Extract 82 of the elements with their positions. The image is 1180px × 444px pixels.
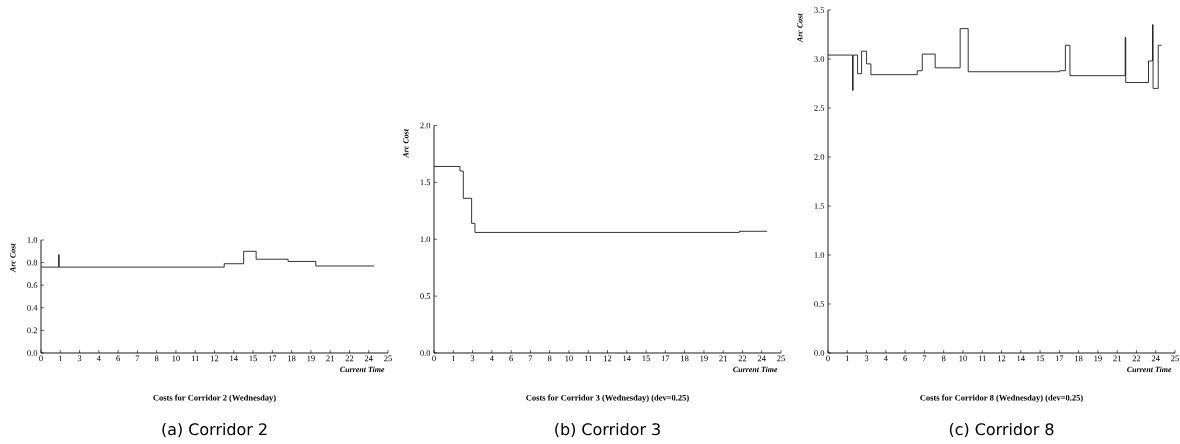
x-tick-label: 0 <box>826 355 830 362</box>
y-tick-label: 0.6 <box>27 282 38 289</box>
x-tick-label: 6 <box>116 355 120 362</box>
x-tick-label: 15 <box>249 355 257 362</box>
x-tick-label: 19 <box>307 355 315 362</box>
x-tick-label: 1 <box>845 355 849 362</box>
x-tick-label: 25 <box>384 355 392 362</box>
x-tick-label: 0 <box>432 355 436 362</box>
y-tick-label: 1.0 <box>814 252 825 258</box>
x-tick-label: 19 <box>1094 355 1102 362</box>
y-tick-label: 2.5 <box>814 105 825 111</box>
x-tick-label: 8 <box>154 355 159 362</box>
y-tick-label: 0.2 <box>27 327 38 334</box>
x-tick-label: 17 <box>268 355 277 362</box>
y-tick-label: 0.4 <box>27 304 38 311</box>
x-tick-label: 3 <box>470 355 475 362</box>
x-tick-label: 18 <box>1075 355 1083 362</box>
x-tick-label: 18 <box>681 355 689 362</box>
x-tick-label: 7 <box>528 355 533 362</box>
x-tick-label: 7 <box>135 355 140 362</box>
x-tick-label: 24 <box>757 355 766 362</box>
x-tick-label: 8 <box>547 355 552 362</box>
x-tick-label: 10 <box>959 355 967 362</box>
x-tick-label: 4 <box>883 355 888 362</box>
text: (a) Corridor 2 <box>162 422 267 438</box>
x-tick-label: 11 <box>584 355 592 362</box>
x-tick-label: 12 <box>211 355 219 362</box>
x-tick-label: 12 <box>604 355 612 362</box>
x-tick-label: 11 <box>191 355 199 362</box>
x-tick-label: 4 <box>489 355 494 362</box>
text: (b) Corridor 3 <box>555 422 660 438</box>
x-tick-label: 14 <box>230 355 238 362</box>
x-tick-label: 25 <box>1171 355 1179 362</box>
y-tick-label: 0.5 <box>814 301 825 307</box>
x-tick-label: 10 <box>172 355 180 362</box>
x-tick-label: 1 <box>451 355 455 362</box>
y-tick-label: 1.0 <box>420 236 431 243</box>
x-tick-label: 14 <box>623 355 631 362</box>
x-tick-label: 3 <box>77 355 82 362</box>
y-tick-label: 3.5 <box>814 7 825 13</box>
x-tick-label: 0 <box>39 355 43 362</box>
x-tick-label: 12 <box>998 355 1006 362</box>
x-tick-label: 8 <box>941 355 946 362</box>
text: (c) Corridor 8 <box>949 422 1054 438</box>
x-tick-label: 21 <box>719 355 727 362</box>
y-tick-label: 1.5 <box>420 179 431 186</box>
x-tick-label: 6 <box>903 355 907 362</box>
y-tick-label: 0.0 <box>814 350 825 356</box>
y-tick-label: 3.0 <box>814 56 825 62</box>
x-tick-label: 17 <box>1055 355 1064 362</box>
x-tick-label: 3 <box>864 355 869 362</box>
x-tick-label: 1 <box>58 355 62 362</box>
y-tick-label: 0.5 <box>420 293 431 300</box>
y-tick-label: 1.5 <box>814 203 825 209</box>
x-tick-label: 17 <box>661 355 670 362</box>
x-tick-label: 25 <box>777 355 785 362</box>
y-tick-label: 0.8 <box>27 259 38 266</box>
y-tick-label: 0.0 <box>27 350 38 356</box>
x-tick-label: 14 <box>1017 355 1025 362</box>
x-tick-label: 11 <box>978 355 986 362</box>
x-tick-label: 7 <box>922 355 927 362</box>
x-tick-label: 24 <box>1151 355 1160 362</box>
x-tick-label: 15 <box>1036 355 1044 362</box>
text: Costs for Corridor 8 (Wednesday) (dev=0.25) <box>920 394 1083 403</box>
y-tick-label: 0.0 <box>420 350 431 356</box>
text: Costs for Corridor 3 (Wednesday) (dev=0.25) <box>526 394 689 403</box>
x-tick-label: 4 <box>96 355 101 362</box>
y-tick-label: 2.0 <box>420 122 431 129</box>
y-tick-label: 1.0 <box>27 237 38 243</box>
x-tick-label: 6 <box>509 355 513 362</box>
x-tick-label: 21 <box>326 355 334 362</box>
x-tick-label: 10 <box>565 355 573 362</box>
x-tick-label: 19 <box>700 355 708 362</box>
x-tick-label: 15 <box>642 355 650 362</box>
x-tick-label: 24 <box>364 355 373 362</box>
x-tick-label: 22 <box>1132 355 1141 362</box>
text: Costs for Corridor 2 (Wednesday) <box>153 394 276 403</box>
y-tick-label: 2.0 <box>814 154 825 160</box>
x-tick-label: 21 <box>1113 355 1121 362</box>
x-tick-label: 18 <box>288 355 296 362</box>
x-tick-label: 22 <box>738 355 747 362</box>
x-tick-label: 22 <box>345 355 354 362</box>
